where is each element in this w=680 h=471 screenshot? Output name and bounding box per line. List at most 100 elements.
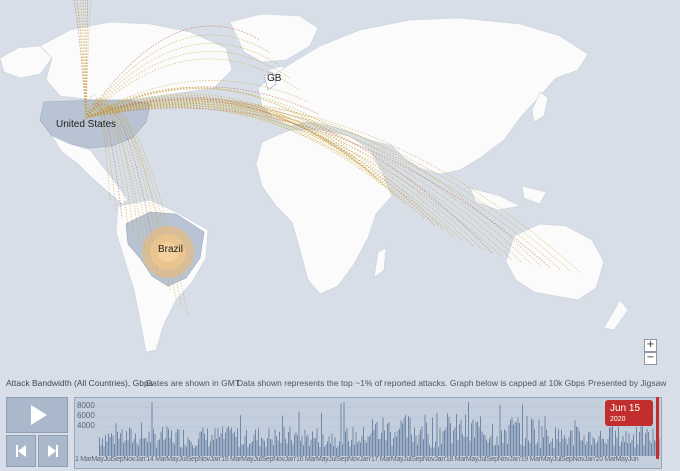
- bandwidth-bar: [277, 440, 279, 456]
- skip-forward-button[interactable]: [38, 435, 68, 467]
- bandwidth-bar: [139, 438, 141, 456]
- bandwidth-bar: [165, 438, 166, 456]
- bandwidth-bar: [130, 428, 132, 456]
- bandwidth-bar: [541, 426, 543, 456]
- bandwidth-bar: [129, 427, 130, 456]
- bandwidth-bar: [102, 438, 103, 456]
- bandwidth-bars: [99, 402, 660, 457]
- zoom-out-button[interactable]: −: [644, 352, 657, 365]
- bandwidth-bar: [232, 433, 234, 456]
- bandwidth-bar: [252, 441, 253, 456]
- bandwidth-bar: [589, 431, 591, 456]
- bandwidth-bar: [489, 438, 490, 456]
- bandwidth-bar: [654, 440, 655, 456]
- bandwidth-bar: [553, 447, 555, 456]
- bandwidth-bar: [117, 431, 118, 456]
- bandwidth-bar: [627, 442, 628, 456]
- bandwidth-bar: [241, 444, 243, 456]
- bandwidth-bar: [336, 447, 337, 456]
- bandwidth-bar: [424, 414, 426, 456]
- bandwidth-bar: [622, 436, 624, 456]
- bandwidth-bar: [202, 427, 204, 456]
- great-britain: [263, 71, 277, 91]
- greenland: [229, 13, 319, 63]
- bandwidth-bar: [327, 441, 328, 456]
- month-tick-row: 1 MarMayJulSepNovJan'14 MarMayJulSepNovJ…: [75, 456, 639, 463]
- zoom-in-button[interactable]: +: [644, 339, 657, 352]
- bandwidth-bar: [414, 427, 415, 456]
- bandwidth-bar: [103, 446, 105, 456]
- bandwidth-bar: [511, 417, 513, 456]
- bandwidth-bar: [519, 423, 520, 456]
- attack-arc: [85, 96, 445, 232]
- bandwidth-bar: [615, 430, 616, 456]
- bandwidth-bar: [307, 434, 309, 456]
- bandwidth-bar: [391, 445, 393, 456]
- bandwidth-bar: [549, 443, 550, 456]
- bandwidth-bar: [331, 433, 333, 456]
- bandwidth-bar: [492, 423, 493, 456]
- bandwidth-bar: [322, 434, 324, 456]
- attack-arc: [85, 0, 95, 119]
- bandwidth-bar: [328, 436, 330, 456]
- bandwidth-bar: [208, 446, 210, 456]
- bandwidth-bar: [501, 430, 502, 456]
- bandwidth-bar: [201, 431, 202, 456]
- bandwidth-bar: [441, 443, 442, 456]
- attack-arcs: [60, 0, 581, 318]
- bandwidth-bar: [639, 432, 640, 456]
- world-map[interactable]: [0, 0, 680, 370]
- bandwidth-bar: [357, 442, 358, 456]
- bandwidth-bar: [576, 426, 577, 456]
- bandwidth-bar: [298, 411, 300, 456]
- bandwidth-bar: [259, 446, 261, 456]
- bandwidth-bar: [390, 432, 391, 456]
- bandwidth-bar: [250, 442, 252, 456]
- bandwidth-bar: [315, 438, 316, 456]
- bandwidth-bar: [525, 438, 526, 456]
- bandwidth-bar: [396, 436, 397, 456]
- bandwidth-bar: [649, 440, 651, 456]
- data-note: Data shown represents the top ~1% of rep…: [237, 378, 585, 388]
- bandwidth-bar: [621, 441, 622, 456]
- bandwidth-bar: [271, 439, 273, 456]
- bandwidth-bar: [477, 421, 478, 456]
- bandwidth-bar: [243, 444, 244, 456]
- bandwidth-bar: [438, 447, 439, 456]
- attack-arc: [85, 102, 165, 282]
- bandwidth-bar: [606, 444, 607, 456]
- bandwidth-bar: [187, 437, 189, 456]
- bandwidth-bar: [619, 445, 621, 456]
- bandwidth-bar: [448, 416, 450, 456]
- bandwidth-bar: [264, 440, 265, 456]
- timeline-scrubber[interactable]: [656, 397, 659, 459]
- bandwidth-bar: [145, 438, 147, 456]
- bandwidth-bar: [228, 426, 229, 456]
- bandwidth-bar: [499, 404, 501, 456]
- bandwidth-bar: [399, 428, 400, 456]
- bandwidth-bar: [571, 430, 573, 456]
- bandwidth-bar: [150, 442, 151, 456]
- bandwidth-bar: [231, 427, 232, 456]
- attack-arc: [85, 93, 397, 196]
- bandwidth-timeline[interactable]: 8000 6000 4000 Jun 15 2020 1 MarMayJulSe…: [74, 397, 662, 469]
- bandwidth-bar: [418, 434, 420, 456]
- bandwidth-bar: [237, 428, 238, 456]
- bandwidth-bar: [366, 442, 367, 456]
- bandwidth-bar: [127, 440, 129, 456]
- bandwidth-bar: [124, 440, 126, 456]
- bandwidth-bar: [303, 445, 304, 456]
- skip-back-button[interactable]: [6, 435, 36, 467]
- bandwidth-bar: [148, 431, 150, 456]
- bandwidth-bar: [436, 412, 438, 456]
- bandwidth-bar: [219, 437, 220, 456]
- bandwidth-bar: [183, 429, 184, 456]
- bandwidth-bar: [507, 443, 508, 456]
- skip-forward-icon: [48, 445, 58, 457]
- y-tick-6000: 6000: [77, 411, 95, 420]
- attack-arc: [85, 34, 270, 119]
- bandwidth-bar: [417, 444, 418, 456]
- play-button[interactable]: [6, 397, 68, 433]
- bandwidth-bar: [526, 415, 528, 456]
- attack-arc: [85, 105, 513, 261]
